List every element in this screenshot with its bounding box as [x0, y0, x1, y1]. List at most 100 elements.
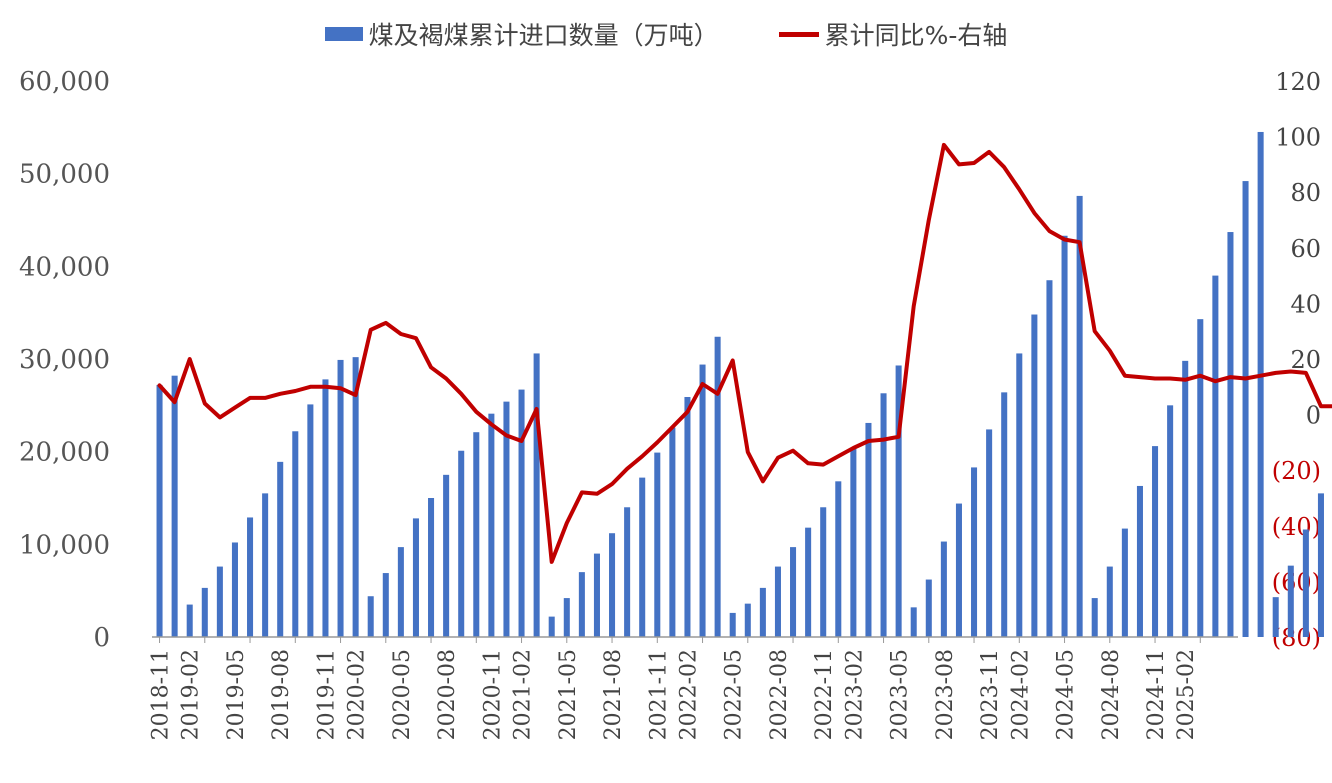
right-tick-label: 80: [1290, 179, 1321, 207]
bar: [171, 375, 178, 637]
legend-item-bar: 煤及褐煤累计进口数量（万吨）: [324, 16, 719, 52]
bar: [322, 379, 329, 637]
left-tick-label: 30,000: [19, 345, 110, 375]
x-tick-label: 2024-11: [1144, 649, 1169, 740]
x-tick-label: 2022-02: [677, 649, 702, 740]
x-tick-label: 2018-11: [149, 649, 174, 740]
right-tick-label: 60: [1290, 235, 1321, 263]
bar: [1031, 314, 1038, 637]
x-tick-label: 2021-08: [601, 649, 626, 740]
x-axis: 2018-11 2019-02 2019-05 2019-08 2019-11 2020-…: [149, 637, 1201, 740]
right-tick-label: (80): [1272, 624, 1321, 652]
bar: [986, 429, 993, 637]
bar: [593, 553, 600, 637]
bar: [503, 401, 510, 637]
bar: [533, 353, 540, 637]
bar: [277, 461, 284, 637]
left-tick-label: 50,000: [19, 160, 110, 190]
bar: [669, 427, 676, 637]
bar: [518, 389, 525, 637]
bar: [609, 533, 616, 637]
bar: [910, 607, 917, 637]
bar: [307, 404, 314, 637]
x-tick-label: 2023-05: [888, 649, 913, 740]
bar: [744, 603, 751, 637]
bar: [292, 431, 299, 637]
bar: [955, 503, 962, 637]
x-tick-label: 2024-05: [1054, 649, 1079, 740]
bar: [156, 384, 163, 637]
right-tick-label: 120: [1275, 68, 1321, 96]
bar: [1076, 195, 1083, 637]
line-swatch: [778, 31, 819, 37]
bar: [548, 616, 555, 637]
bar: [231, 542, 238, 637]
bar: [820, 507, 827, 637]
bar: [1302, 529, 1309, 637]
bar: [699, 364, 706, 637]
legend: 煤及褐煤累计进口数量（万吨） 累计同比%-右轴: [0, 14, 1332, 54]
left-axis: 0 10,000 20,000 30,000 40,000 50,000 60,000: [19, 67, 110, 653]
bar: [624, 507, 631, 637]
bar: [473, 432, 480, 637]
bar: [865, 422, 872, 637]
right-tick-label: 20: [1290, 346, 1321, 374]
bar: [1016, 353, 1023, 637]
bar-swatch: [324, 27, 363, 41]
bar: [578, 572, 585, 637]
x-tick-label: 2021-02: [511, 649, 536, 740]
bar: [1242, 181, 1249, 637]
left-tick-label: 0: [93, 623, 110, 653]
bar: [1287, 565, 1294, 637]
bar: [835, 481, 842, 637]
bar: [458, 450, 465, 637]
bar: [684, 396, 691, 637]
right-tick-label: (20): [1272, 457, 1321, 485]
legend-line-label: 累计同比%-右轴: [824, 21, 1008, 50]
bar: [1121, 528, 1128, 637]
bar-series: [156, 131, 1324, 637]
bar: [488, 413, 495, 637]
bar: [337, 359, 344, 637]
x-tick-label: 2025-02: [1174, 649, 1199, 740]
bar: [790, 547, 797, 637]
x-tick-label: 2019-05: [224, 649, 249, 740]
bar: [1091, 598, 1098, 637]
legend-bar-label: 煤及褐煤累计进口数量（万吨）: [368, 21, 719, 50]
right-tick-label: (60): [1272, 568, 1321, 596]
left-tick-label: 60,000: [19, 67, 110, 97]
x-tick-label: 2022-05: [722, 649, 747, 740]
bar: [1227, 232, 1234, 637]
bar: [367, 596, 374, 637]
bar: [1272, 597, 1279, 637]
bar: [1197, 319, 1204, 637]
right-axis: (80) (60) (40) (20) 0 20 40 60 80 100 120: [1272, 68, 1321, 652]
bar: [805, 527, 812, 637]
bar: [262, 493, 269, 637]
bar: [895, 365, 902, 637]
bar: [352, 357, 359, 637]
x-tick-label: 2019-02: [179, 649, 204, 740]
right-tick-label: 100: [1275, 124, 1321, 152]
bar: [729, 612, 736, 637]
bar: [428, 498, 435, 637]
bar: [714, 336, 721, 637]
x-tick-label: 2023-08: [933, 649, 958, 740]
bar: [880, 393, 887, 637]
right-tick-label: 40: [1290, 290, 1321, 318]
x-tick-label: 2019-08: [269, 649, 294, 740]
x-tick-label: 2023-02: [842, 649, 867, 740]
x-tick-label: 2021-11: [646, 649, 671, 740]
bar: [186, 604, 193, 637]
bar: [850, 448, 857, 637]
bar: [382, 573, 389, 637]
bar: [654, 452, 661, 637]
right-tick-label: (40): [1272, 513, 1321, 541]
bar: [1136, 485, 1143, 637]
x-tick-label: 2020-05: [390, 649, 415, 740]
x-tick-label: 2020-08: [435, 649, 460, 740]
bar: [216, 566, 223, 637]
bar: [443, 474, 450, 637]
bar: [759, 587, 766, 637]
